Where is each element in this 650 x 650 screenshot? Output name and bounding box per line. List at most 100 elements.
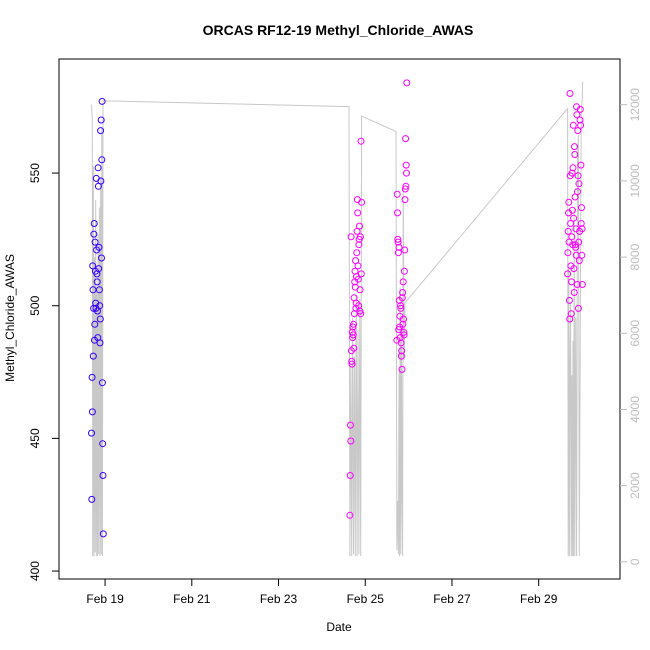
points-layer	[88, 79, 586, 538]
data-point	[395, 243, 403, 251]
data-point	[565, 296, 573, 304]
data-point	[88, 429, 95, 437]
data-point	[355, 241, 363, 249]
x-tick-label: Feb 19	[86, 592, 124, 606]
y2-tick-label: 10000	[628, 164, 642, 198]
data-point	[403, 79, 411, 87]
altitude-series	[91, 81, 584, 557]
data-point	[398, 294, 406, 302]
x-tick-label: Feb 23	[260, 592, 298, 606]
y2-tick-label: 8000	[628, 243, 642, 270]
data-point	[574, 304, 582, 312]
y-axis: 400 450 500 550	[28, 163, 59, 581]
data-point	[98, 156, 106, 164]
altitude-line	[91, 81, 584, 557]
data-point	[88, 373, 96, 381]
data-point	[89, 262, 97, 270]
data-point	[346, 511, 354, 519]
y-tick-label: 500	[28, 295, 42, 315]
data-point	[398, 347, 406, 355]
data-point	[99, 472, 107, 479]
data-point	[349, 334, 357, 342]
data-point	[570, 214, 578, 222]
data-point	[354, 209, 362, 217]
data-point	[569, 121, 577, 129]
data-point	[568, 169, 576, 177]
data-point	[564, 249, 572, 257]
data-point	[575, 180, 583, 188]
data-point	[95, 265, 103, 273]
x-tick-label: Feb 21	[173, 592, 211, 606]
data-point	[99, 440, 107, 448]
data-point	[566, 90, 574, 97]
data-point	[93, 278, 101, 286]
data-point	[400, 315, 407, 323]
y-tick-label: 400	[28, 561, 42, 581]
data-point	[347, 421, 354, 429]
data-point	[571, 151, 579, 158]
data-point	[98, 254, 105, 262]
secondary-y-axis: 0 2000 4000 6000 8000 10000 12000	[620, 88, 642, 565]
data-point	[394, 209, 401, 217]
data-point	[565, 198, 573, 206]
data-point	[356, 222, 363, 230]
data-point	[98, 379, 106, 387]
data-point	[577, 220, 585, 227]
data-point	[347, 437, 355, 445]
data-point	[400, 331, 408, 339]
data-point	[96, 315, 104, 323]
data-point	[357, 137, 365, 145]
data-point	[571, 143, 578, 151]
data-point	[400, 328, 408, 336]
data-point	[95, 243, 103, 251]
data-point	[90, 230, 98, 238]
data-point	[402, 135, 410, 143]
data-point	[402, 161, 410, 169]
data-point	[401, 246, 409, 254]
data-point	[88, 408, 96, 416]
data-point	[357, 310, 365, 318]
data-point	[355, 302, 363, 310]
data-point	[91, 238, 99, 246]
data-point	[568, 278, 575, 286]
data-point	[576, 105, 584, 113]
data-point	[348, 357, 356, 365]
data-point	[97, 127, 105, 135]
data-point	[394, 249, 402, 257]
data-point	[577, 121, 585, 129]
data-point	[574, 127, 582, 135]
data-point	[347, 233, 355, 241]
data-point	[95, 286, 103, 294]
data-point	[358, 198, 366, 206]
data-point	[567, 310, 575, 318]
data-point	[348, 360, 356, 368]
y-tick-label: 550	[28, 163, 42, 183]
data-point	[349, 323, 357, 331]
data-point	[98, 97, 106, 105]
data-point	[575, 238, 583, 246]
data-point	[574, 172, 582, 180]
data-point	[567, 220, 575, 227]
data-point	[91, 320, 99, 328]
data-point	[400, 267, 408, 275]
data-point	[399, 278, 407, 286]
y-axis-label: Methyl_Chloride_AWAS	[3, 254, 17, 382]
data-point	[88, 495, 96, 503]
data-point	[354, 262, 362, 270]
data-point	[578, 281, 586, 288]
data-point	[573, 281, 581, 288]
data-point	[572, 243, 580, 251]
data-point	[97, 177, 105, 185]
plot-frame	[58, 58, 621, 580]
data-point	[89, 352, 97, 360]
data-point	[394, 235, 402, 243]
data-point	[94, 164, 102, 172]
data-point	[573, 111, 581, 119]
data-point	[96, 302, 104, 310]
data-point	[397, 302, 404, 310]
data-point	[96, 339, 104, 347]
data-point	[568, 206, 576, 214]
x-tick-label: Feb 27	[433, 592, 471, 606]
data-point	[350, 344, 358, 352]
